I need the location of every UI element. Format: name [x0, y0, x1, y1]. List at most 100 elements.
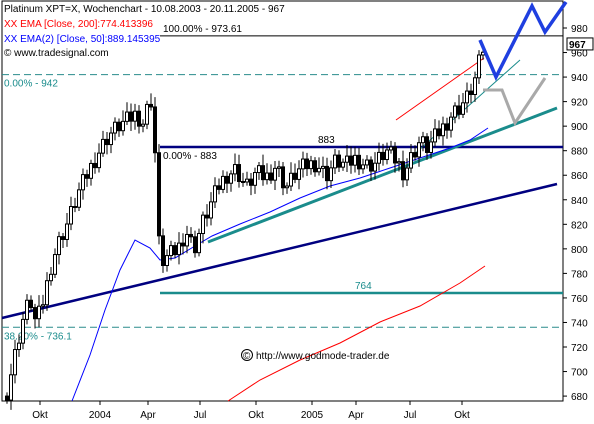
channel-upper-red-line [395, 57, 485, 121]
y-tick-label: 780 [571, 269, 588, 280]
candle-body [389, 146, 393, 151]
candle-body [425, 136, 429, 153]
y-tick-label: 720 [571, 343, 588, 354]
candle-body [85, 174, 89, 179]
candle-body [337, 154, 341, 168]
candle-body [373, 162, 377, 172]
candle-body [129, 111, 133, 122]
candle-body [73, 206, 77, 209]
candle-body [153, 106, 157, 154]
candle-body [185, 233, 189, 247]
candle-body [357, 154, 361, 170]
x-tick-label: Okt [32, 410, 48, 421]
candle-body [17, 342, 21, 351]
candle-body [61, 236, 65, 240]
candle-body [125, 111, 129, 122]
y-tick-label: 760 [571, 294, 588, 305]
candle-body [57, 236, 61, 256]
y-tick-label: 820 [571, 220, 588, 231]
candle-body [281, 166, 285, 189]
candle-body [133, 110, 137, 122]
level-883-center-label: 883 [318, 135, 335, 146]
candle-body [365, 159, 369, 166]
x-axis: Okt 2004 Apr Jul Okt 2005 Apr Jul Okt [32, 401, 470, 421]
y-tick-label: 860 [571, 171, 588, 182]
y-tick-label: 960 [571, 49, 588, 60]
candle-body [445, 123, 449, 131]
candle-body [41, 304, 45, 307]
candle-body [225, 175, 229, 184]
candle-body [277, 166, 281, 169]
chart-labels: Platinum XPT=X, Wochenchart - 10.08.2003… [4, 4, 390, 362]
level-label: 100.00% - 973.61 [163, 24, 242, 35]
candle-body [5, 395, 9, 401]
y-tick-label: 800 [571, 245, 588, 256]
candle-body [21, 318, 25, 344]
candle-body [145, 103, 149, 125]
ema50-legend: XX EMA(2) [Close, 50]:889.145395 [4, 34, 161, 45]
candle-body [173, 245, 177, 256]
candle-body [457, 105, 461, 115]
ema200-line [227, 265, 486, 402]
candle-body [349, 155, 353, 166]
y-tick-label: 940 [571, 73, 588, 84]
y-tick-label: 980 [571, 24, 588, 35]
candle-body [149, 103, 153, 108]
candle-body [433, 128, 437, 143]
candle-body [369, 159, 373, 172]
candle-body [165, 255, 169, 267]
candle-body [289, 172, 293, 187]
candle-body [441, 123, 445, 137]
candle-body [13, 349, 17, 376]
candle-body [97, 152, 101, 169]
level-label: 38.20% - 736.1 [4, 331, 72, 342]
candle-body [109, 132, 113, 146]
candle-body [193, 236, 197, 254]
candle-body [29, 299, 33, 309]
candle-body [253, 172, 257, 186]
candle-body [121, 120, 125, 132]
x-tick-label: Okt [248, 410, 264, 421]
candle-body [37, 305, 41, 320]
watermark: © http://www.godmode-trader.de [241, 349, 390, 362]
horizontal-levels: 100.00% - 973.61 0.00% - 942 0.00% - 883 76… [2, 24, 563, 342]
y-tick-label: 680 [571, 392, 588, 403]
candle-body [161, 235, 165, 267]
candle-body [321, 165, 325, 169]
candle-body [245, 178, 249, 183]
candle-body [53, 254, 57, 275]
candle-body [333, 154, 337, 169]
candle-body [249, 178, 253, 186]
source-label: © www.tradesignal.com [4, 48, 109, 59]
y-axis: 680 700 720 740 760 780 800 820 840 860 880 900 920 9… [563, 24, 594, 403]
y-tick-label: 920 [571, 98, 588, 109]
candle-body [345, 155, 349, 163]
candle-body [293, 172, 297, 180]
candle-body [49, 273, 53, 282]
forecast-grey-path [483, 77, 547, 127]
x-tick-label: Jul [194, 410, 207, 421]
candle-body [329, 167, 333, 182]
candle-body [465, 90, 469, 104]
candle-body [361, 164, 365, 170]
candle-body [401, 161, 405, 181]
candle-body [261, 165, 265, 181]
candle-body [93, 162, 97, 169]
candle-body [241, 180, 245, 183]
x-tick-label: Okt [454, 410, 470, 421]
copyright-icon [241, 349, 253, 361]
candle-body [33, 307, 37, 320]
candle-body [217, 185, 221, 190]
last-value-box [566, 37, 594, 51]
candle-body [313, 160, 317, 173]
candle-body [405, 167, 409, 181]
candle-body [181, 242, 185, 247]
candle-body [69, 206, 73, 225]
candle-body [265, 172, 269, 181]
candle-body [429, 141, 433, 153]
candle-body [201, 214, 205, 235]
candle-body [9, 374, 13, 401]
candle-body [197, 233, 201, 254]
x-tick-label: 2004 [89, 410, 112, 421]
